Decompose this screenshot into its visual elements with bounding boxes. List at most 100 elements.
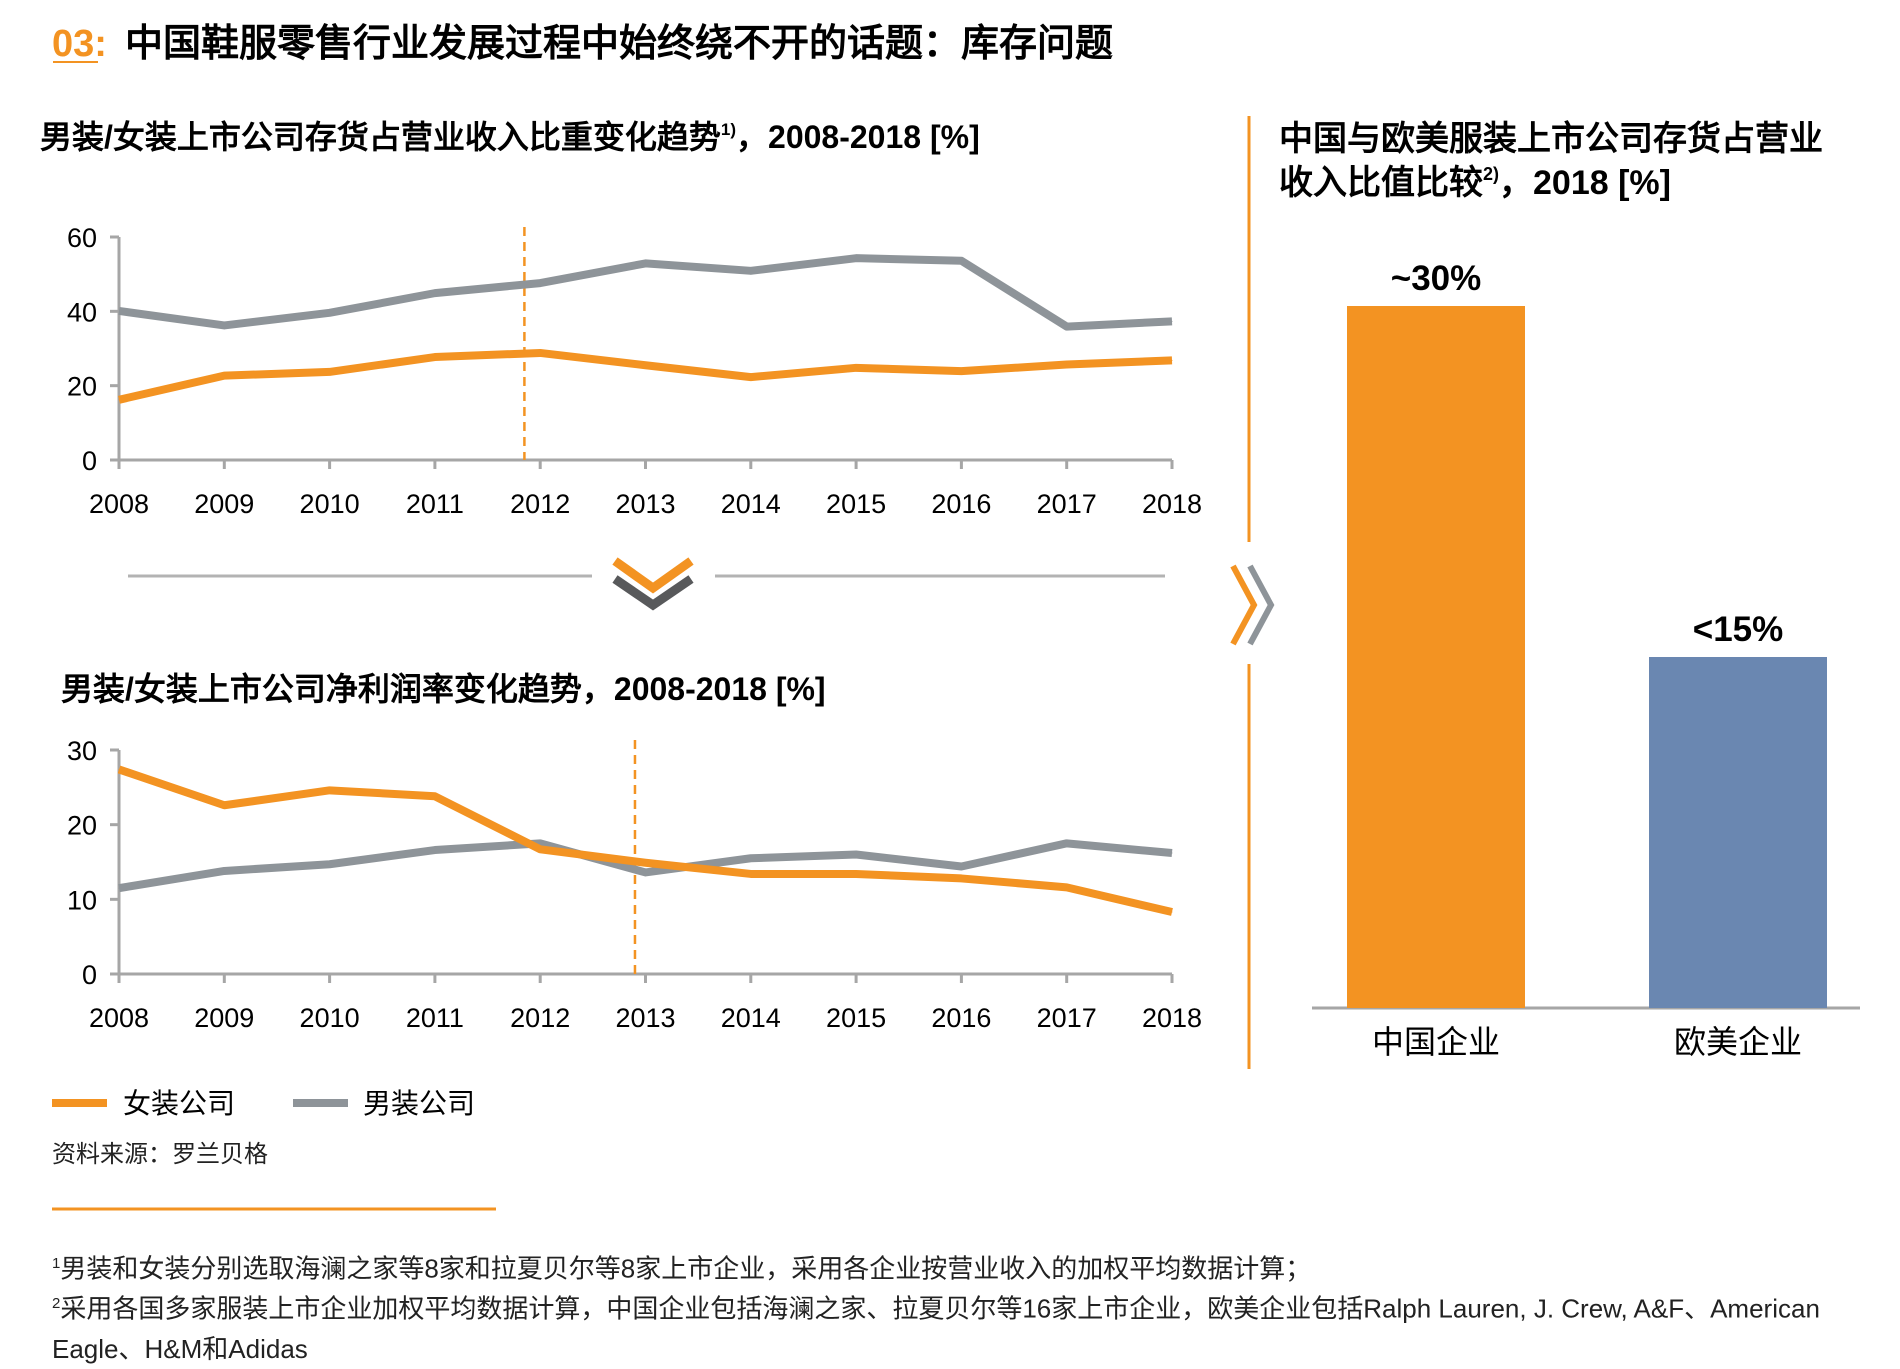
y-tick-label: 0	[82, 446, 97, 476]
x-tick-label: 2018	[1142, 1003, 1202, 1033]
inventory-ratio-line-chart: 0 20 40 60 2008 2009 2010 2011 2012 2013 2014 2015 2…	[67, 223, 1202, 519]
source-note: 资料来源：罗兰贝格	[52, 1141, 268, 1168]
section-number: 03:	[52, 23, 107, 65]
footnote-2: 2采用各国多家服装上市企业加权平均数据计算，中国企业包括海澜之家、拉夏贝尔等16…	[52, 1293, 1820, 1364]
x-tick-label: 2008	[89, 489, 149, 519]
data-point	[539, 842, 541, 844]
y-tick-label: 10	[67, 885, 97, 915]
y-tick-label: 30	[67, 736, 97, 766]
data-point	[645, 862, 646, 864]
data-point	[434, 849, 436, 851]
y-tick-label: 20	[67, 372, 97, 402]
data-point	[1171, 359, 1173, 361]
page-title: 中国鞋服零售行业发展过程中始终绕不开的话题：库存问题	[125, 23, 1113, 65]
data-point	[1066, 363, 1068, 365]
data-point	[1066, 886, 1068, 888]
bar-value-label: <15%	[1693, 610, 1784, 649]
data-point	[434, 356, 436, 358]
data-point	[118, 768, 120, 770]
x-tick-label: 2011	[406, 1003, 464, 1033]
x-tick-label: 2013	[615, 1003, 675, 1033]
x-tick-label: 2008	[89, 1003, 149, 1033]
data-point	[960, 865, 962, 867]
series-line-women	[118, 348, 1173, 404]
data-point	[750, 376, 752, 378]
data-point	[434, 292, 436, 294]
chart2-title: 男装/女装上市公司净利润率变化趋势，2008-2018 [%]	[61, 671, 826, 707]
x-tick-label: 2009	[194, 1003, 254, 1033]
data-point	[539, 848, 541, 850]
net-margin-line-chart: 0 10 20 30 2008 2009 2010 2011 2012 2013 2014 2015 2…	[67, 736, 1202, 1033]
x-tick-label: 2015	[826, 1003, 886, 1033]
data-point	[434, 795, 436, 797]
data-point	[855, 854, 857, 856]
down-chevron-icon	[612, 557, 694, 611]
x-tick-label: 2016	[931, 1003, 991, 1033]
x-tick-label: 2010	[300, 1003, 360, 1033]
data-point	[855, 873, 857, 875]
bar-1	[1649, 657, 1827, 1008]
data-point	[223, 324, 225, 326]
data-point	[329, 312, 331, 314]
data-point	[750, 270, 752, 272]
data-point	[329, 789, 331, 791]
bar-0	[1347, 306, 1525, 1008]
y-tick-label: 0	[82, 960, 97, 990]
x-tick-label: 2018	[1142, 489, 1202, 519]
y-tick-label: 60	[67, 223, 97, 253]
bar-category-label: 中国企业	[1372, 1024, 1500, 1060]
bar-chart-title-line2: 收入比值比较2)，2018 [%]	[1279, 164, 1671, 202]
data-point	[750, 873, 752, 875]
bar-chart-title-line1: 中国与欧美服装上市公司存货占营业	[1279, 119, 1823, 158]
legend: 女装公司 男装公司	[52, 1088, 475, 1119]
series-line-men	[118, 254, 1173, 331]
legend-label-women: 女装公司	[123, 1088, 235, 1119]
data-point	[750, 857, 752, 859]
x-tick-label: 2015	[826, 489, 886, 519]
x-tick-label: 2009	[194, 489, 254, 519]
x-tick-label: 2011	[406, 489, 464, 519]
data-point	[118, 399, 120, 401]
data-point	[329, 371, 331, 373]
x-tick-label: 2012	[510, 1003, 570, 1033]
x-tick-label: 2017	[1037, 1003, 1097, 1033]
data-point	[960, 877, 962, 879]
x-tick-label: 2010	[300, 489, 360, 519]
chart1-title: 男装/女装上市公司存货占营业收入比重变化趋势1)，2008-2018 [%]	[40, 119, 980, 155]
data-point	[1171, 911, 1173, 913]
y-tick-label: 40	[67, 297, 97, 327]
x-tick-label: 2012	[510, 489, 570, 519]
right-chevron-icon	[1230, 564, 1275, 646]
x-tick-label: 2013	[615, 489, 675, 519]
x-tick-label: 2014	[721, 1003, 781, 1033]
y-tick-label: 20	[67, 811, 97, 841]
data-point	[1066, 326, 1068, 328]
x-tick-label: 2016	[931, 489, 991, 519]
data-point	[118, 310, 120, 312]
legend-label-men: 男装公司	[363, 1088, 475, 1119]
footnote-1: 1男装和女装分别选取海澜之家等8家和拉夏贝尔等8家上市企业，采用各企业按营业收入…	[52, 1253, 1312, 1284]
data-point	[539, 352, 541, 354]
data-point	[1171, 320, 1173, 322]
data-point	[539, 282, 541, 284]
data-point	[645, 364, 646, 366]
data-point	[118, 887, 120, 889]
x-tick-label: 2014	[721, 489, 781, 519]
data-point	[223, 804, 225, 806]
data-point	[960, 260, 962, 262]
series-line-women	[117, 765, 1173, 916]
data-point	[223, 375, 225, 377]
data-point	[645, 871, 646, 873]
x-tick-label: 2017	[1037, 489, 1097, 519]
data-point	[223, 870, 225, 872]
data-point	[1066, 842, 1068, 844]
inventory-comparison-bar-chart: ~30% 中国企业 <15% 欧美企业	[1312, 259, 1860, 1060]
bar-value-label: ~30%	[1391, 259, 1482, 298]
data-point	[1171, 852, 1173, 854]
data-point	[645, 262, 646, 264]
data-point	[960, 370, 962, 372]
data-point	[329, 863, 331, 865]
data-point	[855, 367, 857, 369]
bar-category-label: 欧美企业	[1674, 1024, 1802, 1060]
